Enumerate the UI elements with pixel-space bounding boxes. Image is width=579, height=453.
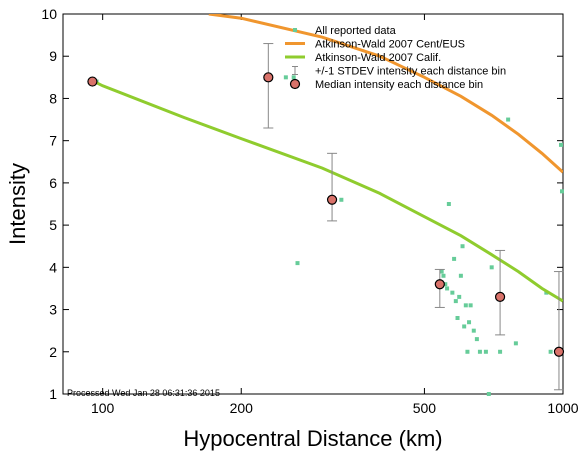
legend-symbol-dot	[293, 28, 297, 32]
reported-data-point	[548, 349, 553, 354]
legend-label: All reported data	[315, 25, 397, 37]
reported-data-point	[467, 320, 472, 325]
y-tick-label: 2	[49, 344, 57, 360]
legend: All reported data Atkinson-Wald 2007 Cent…	[285, 25, 506, 91]
y-tick-label: 4	[49, 259, 57, 275]
reported-data-point	[453, 299, 458, 304]
reported-data-point	[463, 303, 468, 308]
y-axis-title: Intensity	[5, 163, 30, 245]
reported-data-point	[465, 349, 470, 354]
legend-label: Atkinson-Wald 2007 Calif.	[315, 52, 441, 64]
y-tick-label: 5	[49, 217, 57, 233]
y-tick-label: 7	[49, 133, 57, 149]
legend-label: Atkinson-Wald 2007 Cent/EUS	[315, 39, 465, 51]
reported-data-point	[452, 256, 457, 261]
reported-data-point	[458, 273, 463, 278]
reported-data-point	[498, 349, 503, 354]
reported-data-point	[457, 294, 462, 299]
reported-data-point	[455, 316, 460, 320]
calif-curve	[91, 79, 563, 303]
x-tick-label: 100	[91, 400, 115, 416]
reported-data-point	[291, 75, 296, 80]
y-tick-label: 6	[49, 175, 57, 191]
reported-data-point	[486, 392, 491, 396]
reported-data-point	[339, 197, 344, 202]
x-axis-title: Hypocentral Distance (km)	[183, 426, 442, 451]
reported-data-point	[477, 349, 482, 354]
reported-data-point	[513, 341, 518, 346]
reported-data-point	[471, 328, 476, 333]
y-tick-label: 1	[49, 386, 57, 402]
x-tick-label: 1000	[547, 400, 578, 416]
legend-label: Median intensity each distance bin	[315, 79, 483, 91]
legend-label: +/-1 STDEV intensity each distance bin	[315, 66, 506, 78]
y-tick-label: 9	[49, 48, 57, 64]
y-tick-label: 10	[41, 6, 57, 22]
x-tick-label: 200	[230, 400, 254, 416]
reported-data-point	[559, 189, 564, 194]
reported-data-point	[460, 244, 465, 249]
cent-eus-curve	[208, 14, 563, 174]
median-point	[494, 291, 506, 302]
reported-data-point	[445, 286, 450, 291]
reported-data-point	[474, 337, 479, 342]
reported-data-point	[441, 273, 446, 278]
median-point	[434, 279, 445, 290]
plot-area	[62, 13, 564, 395]
reported-data-point	[483, 349, 488, 354]
reported-data-point	[489, 265, 494, 270]
x-tick-label: 500	[413, 400, 437, 416]
reported-data-point	[558, 142, 563, 147]
legend-symbol-median	[289, 78, 301, 90]
reported-data-point	[468, 303, 473, 308]
y-tick-label: 3	[49, 302, 57, 318]
reported-data-point	[295, 261, 300, 266]
median-point	[553, 346, 565, 357]
reported-data-point	[506, 117, 511, 122]
reported-data-point	[439, 269, 444, 274]
y-tick-label: 8	[49, 90, 57, 106]
reported-data-point	[283, 75, 288, 80]
reported-data-point	[462, 324, 467, 329]
reported-data-point	[446, 202, 451, 206]
footer-stamp: Processed Wed Jan 28 06:31:36 2015	[67, 388, 220, 398]
reported-data-point	[443, 282, 448, 287]
median-point	[87, 76, 98, 87]
reported-data-point	[450, 290, 455, 295]
median-point	[263, 72, 274, 83]
median-point	[326, 194, 338, 205]
